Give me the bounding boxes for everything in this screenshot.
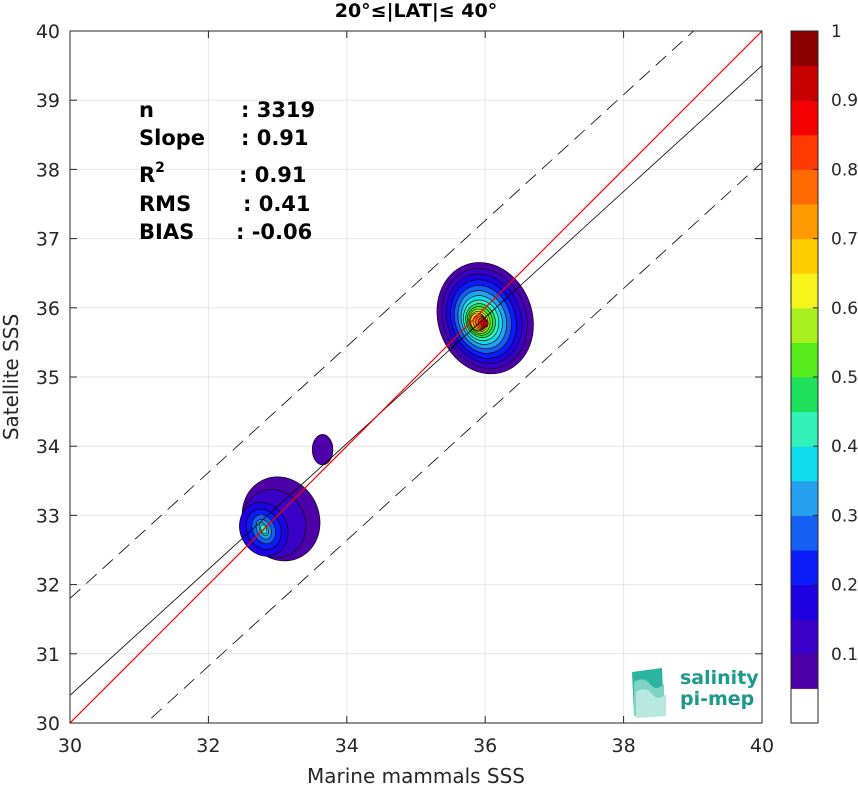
stat-value: : 0.91 <box>241 126 309 150</box>
y-tick-label: 38 <box>36 159 60 181</box>
colorbar-bin <box>791 480 818 516</box>
y-tick-label: 34 <box>36 436 60 458</box>
y-tick-label: 31 <box>36 644 60 666</box>
stat-label: RMS <box>139 192 191 216</box>
colorbar-bin <box>791 169 818 205</box>
colorbar-bin <box>791 377 818 413</box>
lower-rms-band <box>145 162 762 723</box>
x-tick-label: 34 <box>335 735 359 757</box>
y-axis-label: Satellite SSS <box>0 314 23 440</box>
regression-line <box>70 65 762 696</box>
colorbar-bin <box>791 411 818 447</box>
chart-title: 20°≤|LAT|≤ 40° <box>335 0 498 22</box>
colorbar-tick-label: 0.9 <box>831 91 858 111</box>
colorbar-bin <box>791 550 818 586</box>
y-tick-label: 32 <box>36 575 60 597</box>
x-tick-label: 30 <box>58 735 82 757</box>
colorbar-tick-label: 0.7 <box>831 230 858 250</box>
stat-value: : -0.06 <box>236 220 312 244</box>
stat-value: : 0.91 <box>239 163 307 187</box>
y-tick-label: 33 <box>36 505 60 527</box>
stat-label: Slope <box>139 126 205 150</box>
svg-text:salinity: salinity <box>680 667 759 689</box>
colorbar-bin <box>791 238 818 274</box>
stat-value: : 0.41 <box>243 192 311 216</box>
x-tick-label: 40 <box>750 735 774 757</box>
y-axis-ticks: 30 31 32 33 34 35 36 37 38 39 40 <box>36 21 762 735</box>
colorbar-tick-label: 0.1 <box>831 645 858 665</box>
grid-lines <box>69 30 763 724</box>
colorbar-tick-label: 0.8 <box>831 160 858 180</box>
upper-rms-band <box>70 31 695 599</box>
reference-lines <box>70 31 762 723</box>
colorbar-tick-label: 0.4 <box>831 437 858 457</box>
colorbar-bin <box>791 688 818 723</box>
colorbar-bin <box>791 31 818 67</box>
colorbar-bin <box>791 619 818 655</box>
stat-superscript: 2 <box>155 160 165 176</box>
colorbar-bin <box>791 65 818 101</box>
colorbar: 0.1 0.2 0.3 0.4 0.5 0.6 0.7 0.8 0.9 1 <box>790 22 858 724</box>
colorbar-bin <box>791 342 818 378</box>
colorbar-bin <box>791 204 818 240</box>
density-contour <box>311 434 334 466</box>
x-axis-label: Marine mammals SSS <box>307 764 525 786</box>
x-tick-label: 32 <box>196 735 220 757</box>
salinity-pimep-logo: salinity pi-mep <box>632 667 759 718</box>
stat-value: : 3319 <box>241 98 315 122</box>
y-tick-label: 40 <box>36 21 60 43</box>
waves-icon <box>632 668 666 718</box>
colorbar-bin <box>791 273 818 309</box>
colorbar-bin <box>791 446 818 482</box>
colorbar-tick-label: 0.5 <box>831 368 858 388</box>
colorbar-tick-label: 0.3 <box>831 506 858 526</box>
y-tick-label: 37 <box>36 229 60 251</box>
density-contour <box>483 320 489 327</box>
colorbar-bin <box>791 515 818 551</box>
colorbar-bin <box>791 307 818 343</box>
x-tick-label: 38 <box>612 735 636 757</box>
colorbar-tick-label: 0.6 <box>831 299 858 319</box>
x-axis-ticks: 30 32 34 36 38 40 <box>58 31 774 757</box>
y-tick-label: 35 <box>36 367 60 389</box>
colorbar-tick-label: 0.2 <box>831 576 858 596</box>
y-tick-label: 30 <box>36 713 60 735</box>
stat-label: BIAS <box>139 220 194 244</box>
svg-text:pi-mep: pi-mep <box>680 688 754 710</box>
stat-label: n <box>139 98 154 122</box>
y-tick-label: 39 <box>36 90 60 112</box>
colorbar-bin <box>791 100 818 136</box>
y-tick-label: 36 <box>36 298 60 320</box>
colorbar-tick-label: 1 <box>831 22 842 42</box>
x-tick-label: 36 <box>473 735 497 757</box>
colorbar-bin <box>791 134 818 170</box>
colorbar-bin <box>791 584 818 620</box>
one-to-one-line <box>70 31 762 723</box>
colorbar-bin <box>791 653 818 689</box>
